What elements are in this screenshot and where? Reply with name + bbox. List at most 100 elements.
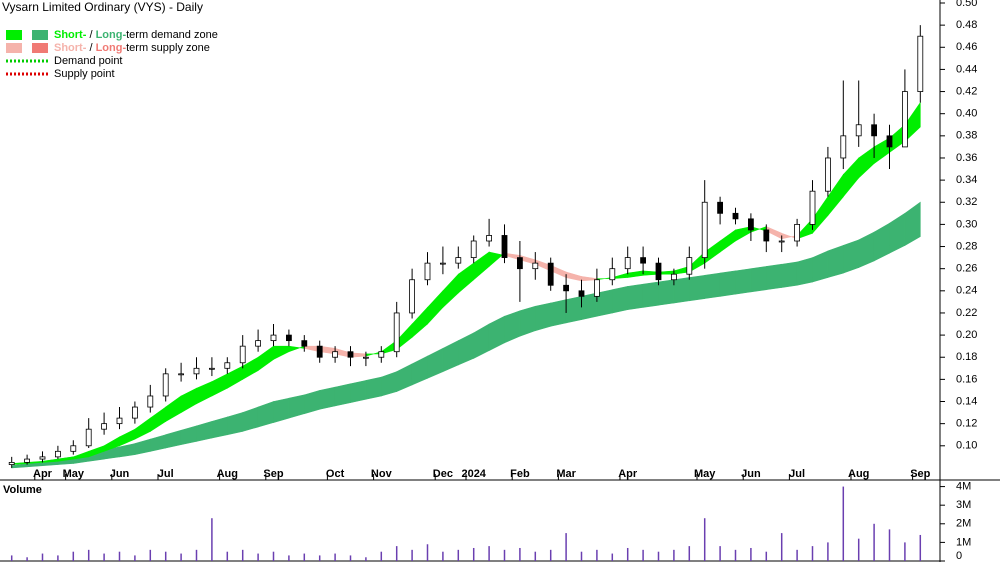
long-term-zone [565, 295, 582, 324]
price-body [486, 235, 493, 242]
short-term-zone [442, 273, 459, 309]
y-tick-label: 0.44 [956, 63, 977, 75]
short-term-zone [842, 157, 860, 198]
y-tick-label: 0.50 [956, 0, 977, 9]
short-term-zone [165, 395, 182, 422]
long-term-zone [889, 212, 906, 254]
y-tick-label: 0.24 [956, 285, 977, 297]
long-term-zone [303, 390, 321, 415]
legend-swatch [32, 43, 48, 53]
long-term-zone [765, 263, 783, 291]
long-term-zone [904, 201, 921, 246]
x-tick-label: Aug [217, 468, 238, 480]
legend-part: Long- [96, 42, 127, 54]
price-body [886, 135, 893, 148]
volume-label: Volume [3, 484, 42, 496]
price-body [224, 362, 231, 369]
x-tick-label: Mar [556, 468, 576, 480]
price-body [671, 273, 677, 281]
price-body [594, 279, 600, 297]
y-tick-label: 0.18 [956, 351, 977, 363]
price-body [470, 240, 477, 259]
long-term-zone [227, 412, 243, 436]
long-term-zone [581, 292, 598, 320]
x-tick-label: Dec [433, 468, 453, 480]
x-tick-label: Jun [741, 468, 761, 480]
price-body [332, 351, 339, 358]
short-term-zone [273, 345, 290, 360]
price-body [517, 257, 523, 270]
long-term-zone [750, 266, 767, 293]
legend-swatch [6, 43, 22, 53]
long-term-zone [350, 380, 367, 403]
long-term-zone [334, 383, 351, 407]
legend-part: term demand zone [126, 29, 218, 41]
x-tick-label: May [63, 468, 85, 480]
legend-text: Short- / Long-term supply zone [54, 42, 210, 54]
volume-tick-label: 3M [956, 499, 971, 511]
legend-text: Short- / Long-term demand zone [54, 29, 218, 41]
long-term-zone [165, 429, 182, 449]
x-tick-label: Sep [910, 468, 930, 480]
long-term-zone [242, 406, 259, 432]
y-tick-label: 0.38 [956, 130, 977, 142]
x-tick-label: Sep [263, 468, 283, 480]
price-body [609, 268, 616, 281]
short-term-zone [196, 381, 213, 405]
long-term-zone [273, 397, 290, 423]
short-term-zone [719, 229, 736, 253]
price-body [24, 458, 31, 463]
legend-swatch [6, 30, 22, 40]
short-term-zone [858, 146, 875, 179]
price-body [147, 395, 154, 408]
price-body [255, 340, 262, 347]
y-tick-label: 0.26 [956, 263, 977, 275]
price-body [301, 340, 308, 347]
price-body [717, 201, 723, 214]
long-term-zone [180, 425, 197, 446]
x-tick-label: Nov [371, 468, 393, 480]
price-body [8, 461, 15, 466]
short-term-zone [627, 270, 644, 278]
y-tick-label: 0.22 [956, 307, 977, 319]
price-body [855, 124, 862, 137]
long-term-zone [427, 347, 444, 379]
price-body [70, 445, 77, 452]
price-body [131, 406, 138, 419]
price-body [655, 262, 662, 281]
price-body [362, 356, 369, 359]
x-tick-label: Feb [510, 468, 530, 480]
y-tick-label: 0.28 [956, 240, 977, 252]
long-term-zone [134, 438, 151, 456]
legend-part: Short- [54, 29, 87, 41]
short-term-zone [150, 406, 166, 432]
price-body [378, 351, 385, 358]
short-term-zone [565, 271, 582, 282]
y-tick-label: 0.10 [956, 440, 977, 452]
price-body [270, 334, 277, 342]
long-term-zone [842, 239, 860, 274]
price-body [85, 428, 92, 447]
long-term-zone [257, 401, 274, 428]
price-body [794, 223, 800, 242]
long-term-zone [365, 376, 382, 400]
long-term-zone [519, 305, 536, 337]
short-term-zone [427, 290, 444, 325]
y-tick-label: 0.46 [956, 41, 977, 53]
long-term-zone [380, 371, 398, 397]
long-term-zone [534, 302, 552, 332]
long-term-zone [396, 363, 413, 393]
price-body [439, 262, 446, 265]
long-term-zone [627, 283, 644, 310]
long-term-zone [488, 315, 505, 352]
x-tick-label: May [694, 468, 716, 480]
long-term-zone [673, 277, 690, 304]
price-body [902, 91, 908, 148]
volume-tick-label: 0 [956, 550, 962, 562]
price-body [825, 157, 831, 192]
price-body [563, 284, 569, 292]
zones [11, 101, 921, 469]
y-tick-label: 0.20 [956, 329, 977, 341]
long-term-zone [688, 274, 706, 302]
volume-tick-label: 4M [956, 480, 971, 492]
